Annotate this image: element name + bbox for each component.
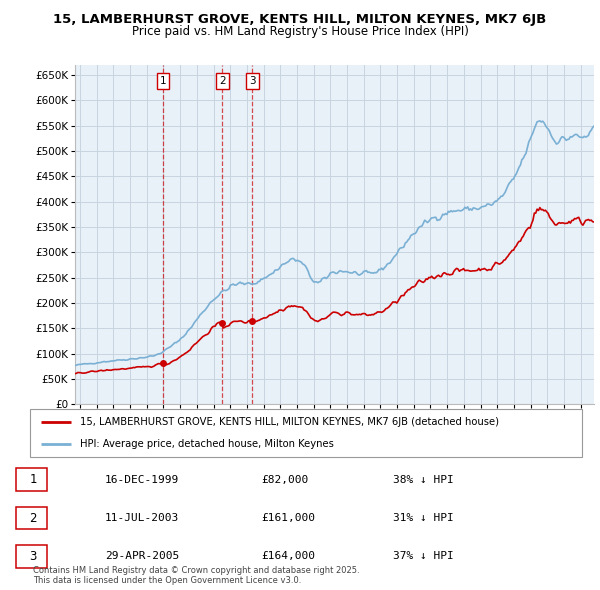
Text: 11-JUL-2003: 11-JUL-2003 [105, 513, 179, 523]
Text: 31% ↓ HPI: 31% ↓ HPI [393, 513, 454, 523]
Text: 29-APR-2005: 29-APR-2005 [105, 552, 179, 562]
Text: 15, LAMBERHURST GROVE, KENTS HILL, MILTON KEYNES, MK7 6JB: 15, LAMBERHURST GROVE, KENTS HILL, MILTO… [53, 13, 547, 26]
Text: 1: 1 [29, 473, 37, 486]
Text: £161,000: £161,000 [261, 513, 315, 523]
Text: 16-DEC-1999: 16-DEC-1999 [105, 475, 179, 484]
Text: 3: 3 [249, 76, 256, 86]
Text: 1: 1 [160, 76, 166, 86]
Point [248, 316, 257, 326]
Text: 2: 2 [219, 76, 226, 86]
Text: HPI: Average price, detached house, Milton Keynes: HPI: Average price, detached house, Milt… [80, 439, 334, 449]
Text: 3: 3 [29, 550, 37, 563]
Text: Price paid vs. HM Land Registry's House Price Index (HPI): Price paid vs. HM Land Registry's House … [131, 25, 469, 38]
Text: £164,000: £164,000 [261, 552, 315, 562]
Point [158, 358, 167, 368]
Text: 38% ↓ HPI: 38% ↓ HPI [393, 475, 454, 484]
Point [218, 318, 227, 327]
Text: 2: 2 [29, 512, 37, 525]
Text: 37% ↓ HPI: 37% ↓ HPI [393, 552, 454, 562]
Text: £82,000: £82,000 [261, 475, 308, 484]
Text: 15, LAMBERHURST GROVE, KENTS HILL, MILTON KEYNES, MK7 6JB (detached house): 15, LAMBERHURST GROVE, KENTS HILL, MILTO… [80, 417, 499, 427]
Text: Contains HM Land Registry data © Crown copyright and database right 2025.
This d: Contains HM Land Registry data © Crown c… [33, 566, 359, 585]
